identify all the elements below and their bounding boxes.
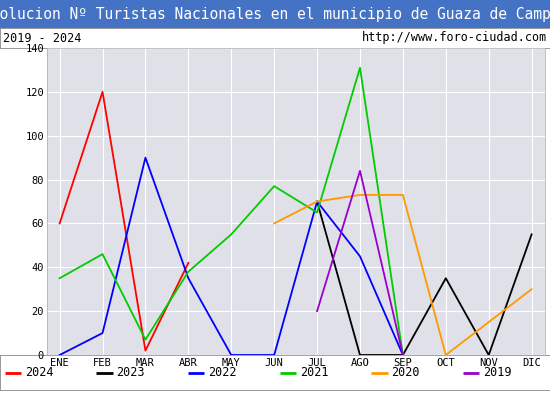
Text: 2024: 2024	[25, 366, 53, 379]
Text: http://www.foro-ciudad.com: http://www.foro-ciudad.com	[362, 32, 547, 44]
Text: 2022: 2022	[208, 366, 236, 379]
Text: Evolucion Nº Turistas Nacionales en el municipio de Guaza de Campos: Evolucion Nº Turistas Nacionales en el m…	[0, 6, 550, 22]
Text: 2019: 2019	[483, 366, 512, 379]
Text: 2020: 2020	[392, 366, 420, 379]
Text: 2019 - 2024: 2019 - 2024	[3, 32, 81, 44]
Text: 2023: 2023	[117, 366, 145, 379]
Text: 2021: 2021	[300, 366, 328, 379]
